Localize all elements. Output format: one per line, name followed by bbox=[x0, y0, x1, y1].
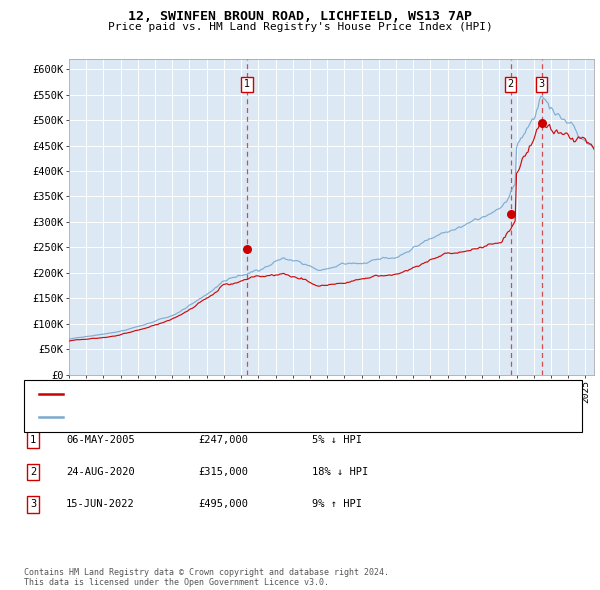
Text: 1: 1 bbox=[244, 80, 250, 90]
Text: Price paid vs. HM Land Registry's House Price Index (HPI): Price paid vs. HM Land Registry's House … bbox=[107, 22, 493, 32]
Text: Contains HM Land Registry data © Crown copyright and database right 2024.
This d: Contains HM Land Registry data © Crown c… bbox=[24, 568, 389, 587]
Text: £495,000: £495,000 bbox=[198, 500, 248, 509]
Text: 24-AUG-2020: 24-AUG-2020 bbox=[66, 467, 135, 477]
Text: 12, SWINFEN BROUN ROAD, LICHFIELD, WS13 7AP (detached house): 12, SWINFEN BROUN ROAD, LICHFIELD, WS13 … bbox=[69, 389, 421, 399]
Text: 18% ↓ HPI: 18% ↓ HPI bbox=[312, 467, 368, 477]
Text: 3: 3 bbox=[539, 80, 545, 90]
Text: 3: 3 bbox=[30, 500, 36, 509]
Text: HPI: Average price, detached house, Lichfield: HPI: Average price, detached house, Lich… bbox=[69, 412, 334, 422]
Text: 5% ↓ HPI: 5% ↓ HPI bbox=[312, 435, 362, 444]
Text: 12, SWINFEN BROUN ROAD, LICHFIELD, WS13 7AP: 12, SWINFEN BROUN ROAD, LICHFIELD, WS13 … bbox=[128, 10, 472, 23]
Text: 1: 1 bbox=[30, 435, 36, 444]
Text: 2: 2 bbox=[508, 80, 514, 90]
Text: 06-MAY-2005: 06-MAY-2005 bbox=[66, 435, 135, 444]
Text: £247,000: £247,000 bbox=[198, 435, 248, 444]
Text: 9% ↑ HPI: 9% ↑ HPI bbox=[312, 500, 362, 509]
Text: 2: 2 bbox=[30, 467, 36, 477]
Text: 15-JUN-2022: 15-JUN-2022 bbox=[66, 500, 135, 509]
Text: £315,000: £315,000 bbox=[198, 467, 248, 477]
